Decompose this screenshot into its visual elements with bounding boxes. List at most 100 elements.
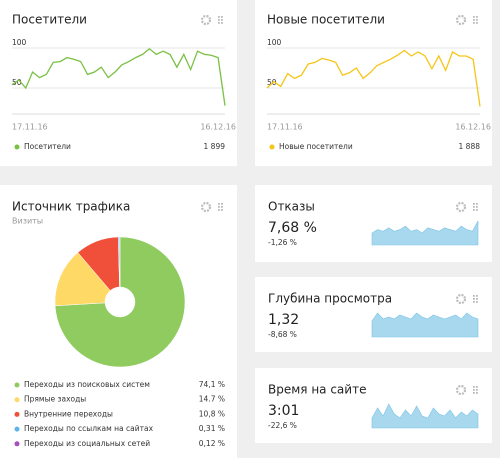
dot	[476, 209, 478, 211]
legend-label: Переходы из поисковых систем	[24, 380, 150, 389]
dot	[473, 203, 475, 205]
legend-dot	[14, 441, 20, 447]
x-tick-label: 16.12.16	[455, 123, 491, 132]
line	[11, 47, 226, 106]
dot	[221, 19, 223, 21]
dot	[476, 298, 478, 300]
legend-label: Внутренние переходы	[24, 409, 113, 418]
dot	[218, 203, 220, 205]
metric-value: 7,68 %	[268, 220, 317, 236]
legend-label: Посетители	[24, 142, 71, 151]
card	[255, 277, 492, 352]
total: 1 899	[204, 142, 226, 151]
widget-title: Новые посетители	[267, 13, 385, 27]
settings-icon[interactable]	[200, 201, 212, 213]
card	[0, 0, 237, 166]
legend-dot	[14, 144, 20, 150]
widget-subtitle: Визиты	[12, 217, 43, 226]
metric-value: 1,32	[268, 312, 299, 328]
metric-change: -22,6 %	[268, 421, 297, 430]
dot	[473, 301, 475, 303]
y-tick-label: 100	[267, 38, 282, 47]
dot	[218, 22, 220, 24]
dot	[476, 295, 478, 297]
dot	[473, 19, 475, 21]
x-tick-label: 16.12.16	[200, 123, 236, 132]
legend-dot	[14, 382, 20, 388]
dot	[476, 206, 478, 208]
card	[255, 0, 492, 166]
dot	[473, 386, 475, 388]
y-tick-label: 50	[12, 78, 22, 87]
dot	[473, 298, 475, 300]
dot	[473, 22, 475, 24]
drag-handle[interactable]	[473, 16, 478, 24]
dot	[476, 386, 478, 388]
drag-handle[interactable]	[473, 386, 478, 394]
metric-title: Глубина просмотра	[268, 292, 392, 306]
dot	[476, 16, 478, 18]
settings-icon[interactable]	[455, 293, 467, 305]
legend-dot	[14, 411, 20, 417]
dot	[218, 209, 220, 211]
card	[255, 185, 492, 262]
legend-value: 0,31 %	[199, 424, 225, 433]
legend-label: Переходы по ссылкам на сайтах	[24, 424, 154, 433]
dot	[473, 209, 475, 211]
dot	[221, 16, 223, 18]
drag-handle[interactable]	[218, 16, 223, 24]
drag-handle[interactable]	[473, 203, 478, 211]
pie-slice	[54, 236, 186, 368]
sparkline-area	[371, 403, 479, 429]
dot	[476, 389, 478, 391]
x-tick-label: 17.11.16	[267, 123, 303, 132]
dot	[221, 206, 223, 208]
legend-dot	[14, 397, 20, 403]
legend-label: Переходы из социальных сетей	[24, 439, 150, 448]
dot	[221, 209, 223, 211]
settings-icon[interactable]	[455, 14, 467, 26]
dot	[221, 22, 223, 24]
drag-handle[interactable]	[218, 203, 223, 211]
dot	[218, 16, 220, 18]
legend-dot	[269, 144, 275, 150]
settings-icon[interactable]	[200, 14, 212, 26]
sparkline-area	[371, 312, 479, 338]
legend-value: 14.7 %	[199, 395, 225, 404]
legend-value: 0,12 %	[199, 439, 225, 448]
dot	[473, 206, 475, 208]
legend-label: Прямые заходы	[24, 395, 86, 404]
dot	[473, 392, 475, 394]
metric-title: Время на сайте	[268, 383, 366, 397]
dot	[473, 295, 475, 297]
y-tick-label: 50	[267, 78, 277, 87]
dot	[476, 301, 478, 303]
legend-value: 74,1 %	[199, 380, 225, 389]
line	[266, 49, 481, 107]
settings-icon[interactable]	[455, 201, 467, 213]
dot	[476, 19, 478, 21]
total: 1 888	[459, 142, 481, 151]
dot	[476, 22, 478, 24]
dot	[473, 389, 475, 391]
metric-title: Отказы	[268, 200, 315, 214]
drag-handle[interactable]	[473, 295, 478, 303]
legend-dot	[14, 426, 20, 432]
widget-title: Источник трафика	[12, 200, 130, 214]
settings-icon[interactable]	[455, 384, 467, 396]
dot	[476, 203, 478, 205]
metric-value: 3:01	[268, 403, 299, 419]
legend-label: Новые посетители	[279, 142, 353, 151]
sparkline-area	[371, 220, 479, 246]
dot	[473, 16, 475, 18]
legend-value: 10,8 %	[199, 409, 225, 418]
metric-change: -1,26 %	[268, 238, 297, 247]
metric-change: -8,68 %	[268, 330, 297, 339]
dot	[476, 392, 478, 394]
dot	[221, 203, 223, 205]
dot	[218, 206, 220, 208]
y-tick-label: 100	[12, 38, 27, 47]
card	[255, 368, 492, 443]
